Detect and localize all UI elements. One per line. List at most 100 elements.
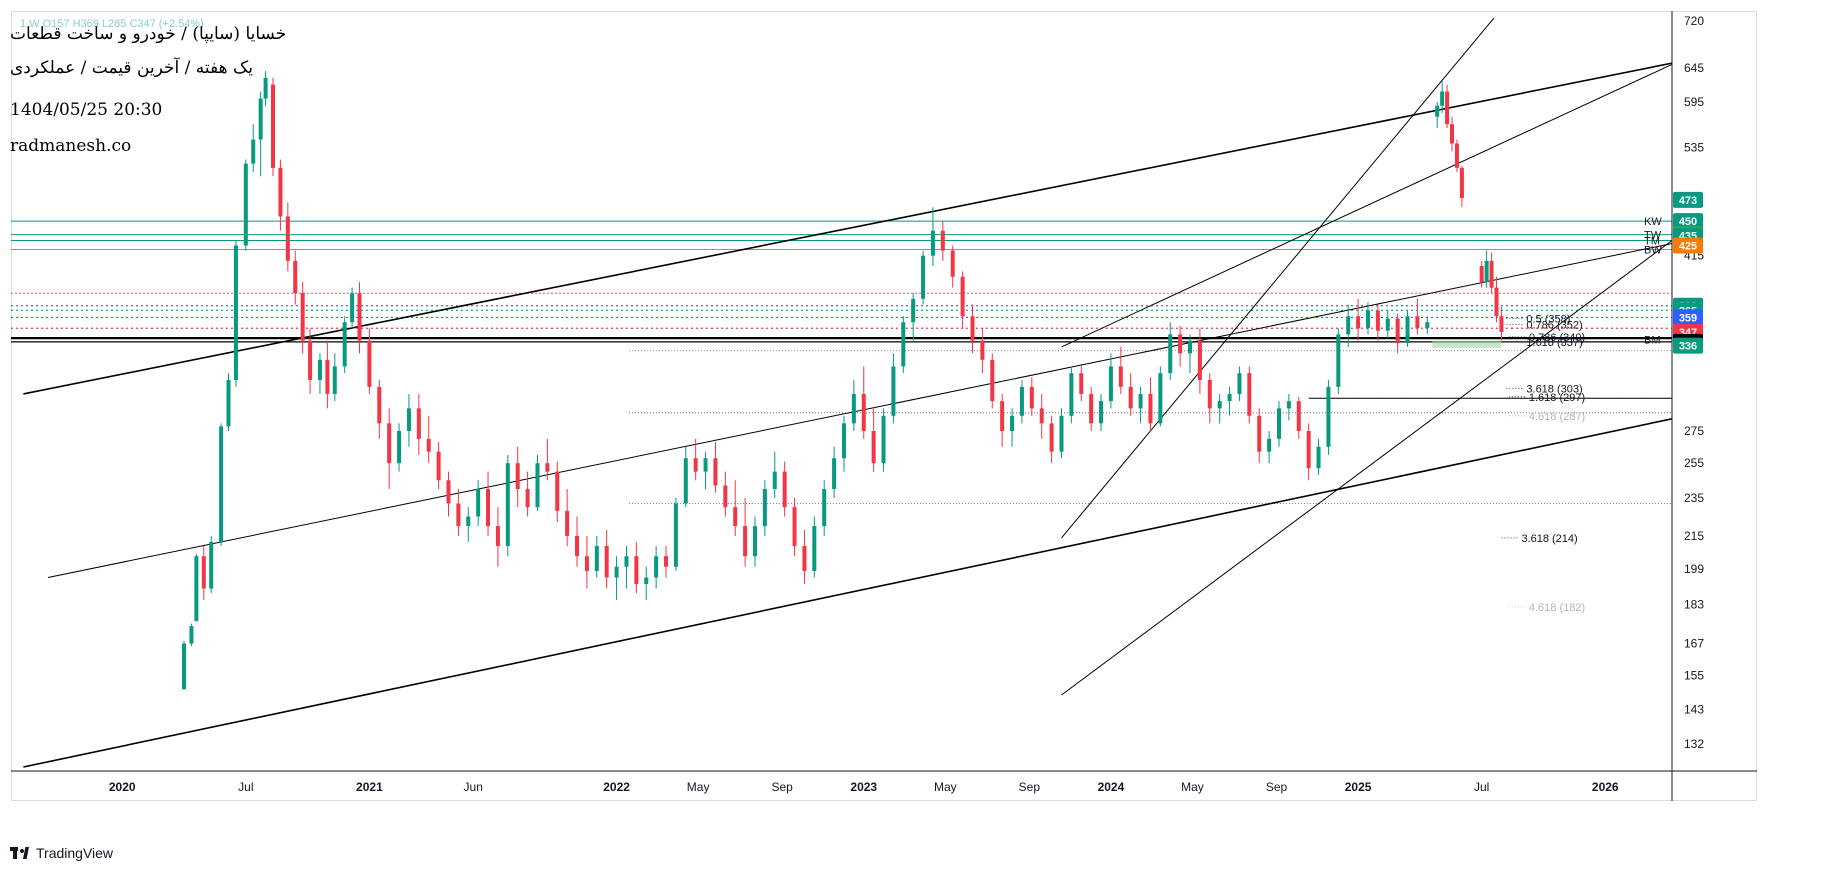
candle-body bbox=[1267, 438, 1272, 452]
price-badge-bg bbox=[1673, 213, 1703, 230]
candle-body bbox=[426, 438, 431, 452]
candle bbox=[1395, 313, 1400, 354]
price-badge: 336 bbox=[1673, 337, 1703, 354]
candle-body bbox=[1138, 393, 1143, 409]
candle bbox=[300, 282, 305, 354]
candle bbox=[940, 221, 945, 261]
candle bbox=[1207, 373, 1212, 424]
candle bbox=[901, 316, 906, 374]
trend-line bbox=[1061, 17, 1495, 539]
candle bbox=[1435, 102, 1440, 128]
candle bbox=[891, 353, 896, 424]
candle bbox=[189, 623, 194, 647]
candle-body bbox=[1450, 124, 1455, 144]
candle-body bbox=[624, 556, 629, 567]
candle-body bbox=[1326, 386, 1331, 447]
price-badge-label: 473 bbox=[1679, 195, 1697, 207]
candle-body bbox=[367, 340, 372, 387]
price-badge-bg bbox=[1673, 237, 1703, 254]
candle-body bbox=[841, 423, 846, 459]
fib-label: 4.618 (287) bbox=[1529, 411, 1585, 423]
candle bbox=[861, 366, 866, 439]
candle bbox=[802, 529, 807, 585]
candle-body bbox=[1247, 373, 1252, 416]
fib-label: 0.786 (340) bbox=[1529, 332, 1585, 344]
candle-body bbox=[357, 293, 362, 341]
candle-body bbox=[251, 139, 256, 164]
candle-body bbox=[921, 255, 926, 299]
x-tick-label: 2026 bbox=[1592, 780, 1619, 794]
candle bbox=[350, 287, 355, 329]
candle bbox=[505, 454, 510, 557]
candle-body bbox=[911, 298, 916, 323]
candle bbox=[1445, 84, 1450, 128]
candle bbox=[243, 159, 248, 251]
candle-body bbox=[1494, 287, 1499, 317]
level-label: KW bbox=[1644, 216, 1662, 228]
candle-body bbox=[1069, 373, 1074, 416]
x-tick-label: May bbox=[934, 780, 957, 794]
candle-body bbox=[219, 426, 224, 542]
candle bbox=[1118, 346, 1123, 394]
tradingview-logo[interactable]: TradingView bbox=[10, 845, 113, 861]
candle bbox=[792, 497, 797, 557]
candle bbox=[1099, 393, 1104, 432]
candle-body bbox=[614, 566, 619, 578]
candle bbox=[1049, 415, 1054, 464]
candle bbox=[1227, 386, 1232, 416]
candle bbox=[476, 480, 481, 527]
candle bbox=[1365, 302, 1370, 335]
candle bbox=[713, 442, 718, 493]
symbol-title: خسایا (سایپا) / خودرو و ساخت قطعات bbox=[10, 24, 287, 44]
candle bbox=[332, 353, 337, 402]
candle bbox=[1316, 438, 1321, 476]
candle bbox=[673, 497, 678, 572]
candle bbox=[387, 408, 392, 490]
candle bbox=[258, 91, 263, 177]
candle-body bbox=[1336, 334, 1341, 387]
candle bbox=[1069, 366, 1074, 424]
candle-body bbox=[693, 458, 698, 472]
site-label: radmanesh.co bbox=[10, 136, 132, 156]
candle-body bbox=[1168, 334, 1173, 374]
candle bbox=[743, 497, 748, 567]
candle-body bbox=[466, 516, 471, 527]
candle-body bbox=[812, 526, 817, 572]
candle bbox=[841, 415, 846, 472]
x-tick-label: Jun bbox=[464, 780, 483, 794]
candle bbox=[683, 446, 688, 508]
candle-body bbox=[476, 489, 481, 517]
candle-body bbox=[1227, 393, 1232, 402]
candle bbox=[1479, 260, 1484, 288]
y-tick-label: 132 bbox=[1684, 737, 1704, 751]
candle-body bbox=[792, 507, 797, 546]
candle bbox=[871, 408, 876, 472]
candle-body bbox=[940, 230, 945, 251]
candle bbox=[1079, 363, 1084, 402]
candle bbox=[604, 529, 609, 589]
candle-body bbox=[1029, 386, 1034, 409]
price-badge-bg bbox=[1673, 191, 1703, 208]
chart-subtitle: یک هفته / آخرین قیمت / عملکردی bbox=[10, 58, 253, 78]
candle-body bbox=[782, 471, 787, 508]
y-tick-label: 275 bbox=[1684, 424, 1704, 438]
candle-body bbox=[189, 626, 194, 644]
candle-body bbox=[1178, 334, 1183, 354]
candle bbox=[752, 516, 757, 567]
candle bbox=[377, 379, 382, 439]
candle-body bbox=[654, 556, 659, 578]
candle-body bbox=[832, 458, 837, 490]
price-badge-label: 336 bbox=[1679, 341, 1697, 353]
candle-body bbox=[201, 556, 206, 589]
candle-body bbox=[308, 340, 313, 380]
candle bbox=[1168, 322, 1173, 380]
candle bbox=[271, 77, 276, 177]
price-badge: 425 bbox=[1673, 237, 1703, 254]
x-tick-label: 2020 bbox=[109, 780, 136, 794]
candle bbox=[182, 641, 187, 690]
candle-body bbox=[342, 322, 347, 367]
candle-body bbox=[1257, 415, 1262, 452]
x-tick-label: 2022 bbox=[603, 780, 630, 794]
candle bbox=[911, 293, 916, 341]
